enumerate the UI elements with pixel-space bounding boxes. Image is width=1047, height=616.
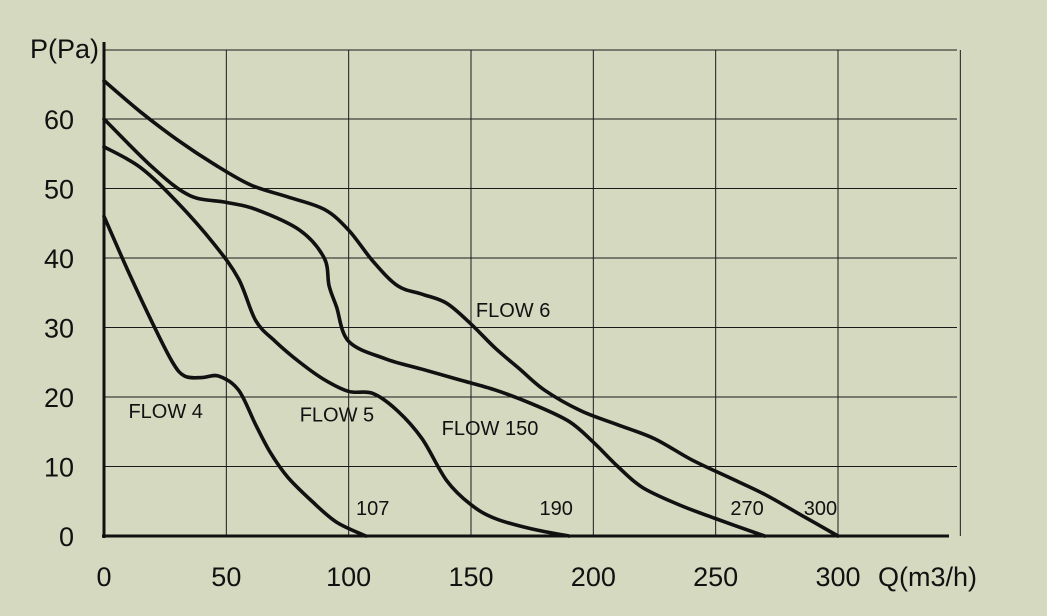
series-end-label: 270 [730, 498, 763, 520]
series-labels: FLOW 4 107 FLOW 5 190 FLOW 150 270 FLOW 6 300 [128, 300, 837, 520]
x-tick-label: 250 [693, 562, 738, 592]
series-line-flow-6 [102, 78, 840, 538]
x-tick-label: 100 [326, 562, 371, 592]
x-tick-label: 50 [211, 562, 241, 592]
series-end-label: 190 [540, 498, 573, 520]
y-tick-label: 10 [44, 453, 74, 483]
series-line-flow-150 [102, 117, 767, 538]
y-tick-label: 50 [44, 175, 74, 205]
x-tick-label: 0 [96, 562, 111, 592]
x-tick-label: 300 [815, 562, 860, 592]
x-tick-label: 200 [571, 562, 616, 592]
y-tick-label: 40 [44, 244, 74, 274]
y-tick-label: 20 [44, 383, 74, 413]
chart-axes [102, 42, 949, 538]
y-tick-label: 60 [44, 105, 74, 135]
x-tick-label: 150 [448, 562, 493, 592]
series-name-label: FLOW 6 [476, 300, 550, 322]
y-tick-label: 30 [44, 314, 74, 344]
series-end-label: 107 [356, 498, 389, 520]
y-tick-label: 0 [59, 522, 74, 552]
series-end-label: 300 [804, 498, 837, 520]
x-tick-labels: 0 50 100 150 200 250 300 [96, 562, 860, 592]
chart-grid [104, 49, 961, 536]
y-tick-labels: 0 10 20 30 40 50 60 [44, 105, 74, 552]
y-axis-label: P(Pa) [30, 34, 99, 64]
chart-series [102, 78, 840, 538]
series-name-label: FLOW 150 [442, 418, 539, 440]
series-name-label: FLOW 5 [300, 404, 374, 426]
x-axis-label: Q(m3/h) [878, 562, 977, 592]
series-line-flow-5 [102, 145, 571, 538]
series-name-label: FLOW 4 [128, 401, 202, 423]
series-line-flow-4 [102, 214, 368, 538]
